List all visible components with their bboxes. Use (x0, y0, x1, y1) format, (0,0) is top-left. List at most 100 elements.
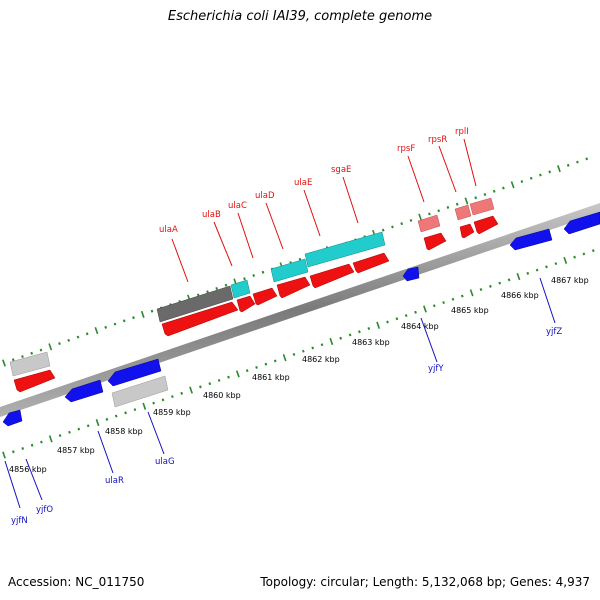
gene-label-ulaR: ulaR (105, 476, 124, 486)
bottom-scale-minor-tick (180, 391, 184, 395)
bottom-scale-major-tick (235, 370, 240, 378)
gene-arrow-reverse-1 (509, 228, 553, 251)
bottom-scale-major-tick (376, 321, 381, 329)
bottom-scale-minor-tick (460, 294, 464, 298)
bottom-scale-minor-tick (40, 440, 43, 444)
bottom-scale-minor-tick (245, 369, 249, 373)
top-scale-minor-tick (539, 173, 542, 177)
bottom-scale-minor-tick (479, 288, 483, 292)
leader-ulaD (265, 202, 284, 250)
top-scale-minor-tick (85, 332, 89, 336)
top-scale-minor-tick (566, 163, 570, 167)
gene-arrow-sgaE (352, 252, 390, 274)
bottom-scale-minor-tick (358, 330, 361, 334)
bottom-scale-major-tick (563, 256, 568, 264)
bottom-scale-minor-tick (432, 304, 436, 308)
gene-arrow-ulaD (276, 276, 311, 299)
top-scale-minor-tick (11, 358, 15, 362)
leader-rpsR (438, 145, 457, 193)
bottom-scale-minor-tick (582, 252, 586, 256)
page-title: Escherichia coli IAI39, complete genome (167, 9, 433, 24)
bottom-scale-minor-tick (386, 320, 389, 324)
gene-block-dark-ulaA (156, 285, 234, 323)
bottom-scale-minor-tick (535, 268, 539, 272)
bottom-scale-minor-tick (171, 395, 174, 399)
bottom-scale-major-tick (282, 354, 287, 362)
gene-arrow-yjfZ (563, 211, 600, 235)
gene-label-yjfY: yjfY (428, 364, 444, 374)
scale-label-4866: 4866 kbp (501, 291, 539, 300)
top-scale-major-tick (2, 359, 6, 367)
bottom-scale-minor-tick (217, 378, 221, 382)
gene-label-ulaB: ulaB (202, 210, 221, 220)
top-scale-minor-tick (437, 209, 441, 213)
top-scale-minor-tick (428, 212, 431, 216)
bottom-scale-minor-tick (264, 362, 268, 366)
bottom-scale-minor-tick (227, 375, 230, 379)
bottom-scale-minor-tick (591, 249, 595, 253)
bottom-scale-minor-tick (573, 255, 576, 259)
bottom-scale-minor-tick (301, 349, 305, 353)
forward-track-outer (9, 197, 495, 377)
top-scale-minor-tick (252, 274, 256, 277)
top-scale-major-tick (557, 165, 561, 173)
bottom-scale-minor-tick (273, 359, 277, 363)
top-scale-minor-tick (206, 290, 209, 294)
bottom-scale-major-tick (423, 305, 427, 313)
bottom-gene-labels: yjfN yjfO ulaR ulaG yjfY yjfZ (4, 277, 562, 526)
bottom-scale-minor-tick (442, 301, 445, 305)
bottom-scale-minor-tick (414, 310, 417, 314)
top-scale-minor-tick (30, 351, 34, 355)
gene-block-gray-ulaG (111, 375, 169, 408)
leader-rpsF (407, 155, 425, 203)
bottom-scale-major-tick (48, 435, 53, 443)
gene-arrow-ulaR (64, 379, 104, 403)
scale-label-4860: 4860 kbp (203, 391, 241, 400)
gene-label-yjfZ: yjfZ (546, 327, 562, 337)
bottom-scale-minor-tick (114, 414, 118, 418)
scale-label-4859: 4859 kbp (153, 408, 191, 417)
bottom-scale-minor-tick (489, 284, 492, 288)
top-scale-minor-tick (132, 316, 135, 320)
gene-label-ulaC: ulaC (228, 201, 247, 211)
bottom-scale-minor-tick (367, 327, 371, 330)
top-scale-minor-tick (243, 277, 246, 281)
leader-ulaE (303, 189, 321, 237)
bottom-scale-minor-tick (12, 450, 15, 454)
top-scale-minor-tick (409, 219, 413, 222)
top-scale-major-tick (140, 310, 145, 318)
bottom-scale-minor-tick (498, 281, 502, 285)
bottom-scale-minor-tick (124, 411, 127, 415)
gene-label-rpsF: rpsF (397, 144, 415, 154)
top-scale-minor-tick (446, 205, 450, 209)
bottom-scale-minor-tick (21, 447, 25, 450)
scale-label-4862: 4862 kbp (302, 355, 340, 364)
scale-label-4856: 4856 kbp (9, 465, 47, 474)
scale-label-4867: 4867 kbp (551, 276, 589, 285)
bottom-scale-minor-tick (395, 317, 399, 321)
gene-arrow-ulaG (107, 358, 162, 387)
gene-arrow-rplI (473, 215, 499, 235)
top-scale-minor-tick (391, 225, 394, 229)
gene-arrow-rpsR (459, 223, 475, 239)
bottom-scale-minor-tick (105, 417, 109, 421)
scale-label-4857: 4857 kbp (57, 446, 95, 455)
top-scale-minor-tick (483, 193, 487, 196)
top-scale-minor-tick (76, 335, 80, 339)
bottom-scale-ticks (2, 249, 595, 459)
top-scale-minor-tick (400, 222, 404, 226)
gene-block-cyan-sgaE (304, 231, 386, 268)
gene-block-pink-rpsF (417, 214, 441, 233)
top-scale-major-tick (464, 197, 469, 205)
leader-rplI (463, 138, 477, 187)
gene-arrow-rpsF (423, 232, 447, 251)
top-scale-minor-tick (21, 355, 24, 359)
top-scale-minor-tick (58, 342, 61, 346)
top-scale-minor-tick (122, 319, 126, 323)
leader-sgaE (342, 176, 359, 224)
scale-label-4858: 4858 kbp (105, 427, 143, 436)
bottom-scale-major-tick (516, 273, 521, 281)
gene-arrow-yjfN (2, 409, 23, 427)
bottom-scale-minor-tick (545, 265, 548, 269)
